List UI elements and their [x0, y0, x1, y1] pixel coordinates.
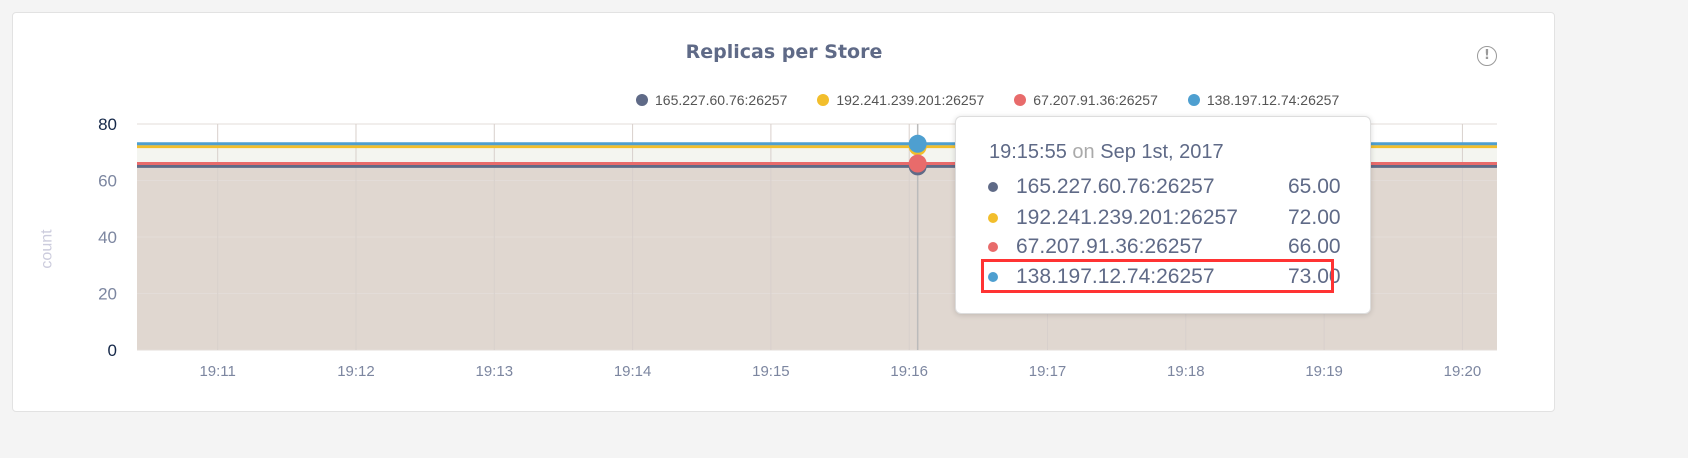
- y-tick-label: 60: [98, 172, 117, 191]
- y-tick-label: 80: [98, 115, 117, 134]
- tooltip-value: 72.00: [1288, 206, 1341, 229]
- series-dot: [988, 242, 998, 252]
- hover-point: [908, 154, 927, 173]
- legend-item[interactable]: 67.207.91.36:26257: [1014, 92, 1158, 108]
- x-tick-label: 19:14: [614, 363, 652, 380]
- info-icon[interactable]: !: [1477, 46, 1497, 66]
- tooltip-row: 192.241.239.201:26257 72.00: [988, 203, 1341, 233]
- x-tick-label: 19:13: [476, 363, 514, 380]
- y-tick-label: 40: [98, 228, 117, 247]
- x-tick-label: 19:12: [337, 363, 375, 380]
- hover-point: [908, 134, 927, 153]
- series-dot: [988, 213, 998, 223]
- legend-dot: [636, 94, 648, 106]
- legend-item[interactable]: 165.227.60.76:26257: [636, 92, 787, 108]
- legend-item[interactable]: 138.197.12.74:26257: [1187, 92, 1340, 108]
- y-tick-label: 0: [108, 341, 117, 360]
- y-tick-label: 20: [98, 285, 117, 304]
- tooltip-value: 66.00: [1288, 235, 1341, 258]
- x-tick-label: 19:16: [890, 363, 928, 380]
- tooltip-value: 73.00: [1288, 265, 1341, 288]
- tooltip-time: 19:15:55: [989, 141, 1067, 163]
- x-tick-label: 19:17: [1029, 363, 1067, 380]
- tooltip-row: 67.207.91.36:26257 66.00: [988, 232, 1341, 262]
- legend-dot: [817, 94, 830, 106]
- tooltip-header: 19:15:55 on Sep 1st, 2017: [989, 141, 1224, 164]
- legend: 165.227.60.76:26257 192.241.239.201:2625…: [636, 92, 1339, 108]
- tooltip-label: 165.227.60.76:26257: [1016, 175, 1215, 198]
- series-dot: [988, 182, 998, 192]
- tooltip-on: on: [1072, 141, 1095, 163]
- tooltip: 19:15:55 on Sep 1st, 2017 165.227.60.76:…: [955, 116, 1371, 314]
- tooltip-label: 138.197.12.74:26257: [1016, 265, 1215, 288]
- highlight-box: [981, 259, 1334, 293]
- tooltip-value: 65.00: [1288, 175, 1341, 198]
- x-tick-label: 19:11: [199, 363, 235, 380]
- legend-dot: [1014, 94, 1027, 106]
- series-dot: [988, 272, 998, 282]
- tooltip-label: 192.241.239.201:26257: [1016, 206, 1238, 229]
- x-tick-label: 19:20: [1444, 363, 1482, 380]
- tooltip-date: Sep 1st, 2017: [1100, 141, 1224, 163]
- tooltip-row: 165.227.60.76:26257 65.00: [988, 172, 1341, 202]
- legend-dot: [1187, 94, 1200, 106]
- legend-item[interactable]: 192.241.239.201:26257: [817, 92, 984, 108]
- legend-label: 138.197.12.74:26257: [1206, 92, 1340, 108]
- x-tick-label: 19:18: [1167, 363, 1205, 380]
- chart-title: Replicas per Store: [685, 41, 883, 63]
- legend-label: 165.227.60.76:26257: [655, 92, 788, 108]
- x-tick-label: 19:19: [1305, 363, 1343, 380]
- x-tick-label: 19:15: [752, 363, 790, 380]
- legend-label: 192.241.239.201:26257: [836, 92, 985, 108]
- tooltip-label: 67.207.91.36:26257: [1016, 235, 1203, 258]
- tooltip-row: 138.197.12.74:26257 73.00: [988, 262, 1341, 292]
- legend-label: 67.207.91.36:26257: [1033, 92, 1158, 108]
